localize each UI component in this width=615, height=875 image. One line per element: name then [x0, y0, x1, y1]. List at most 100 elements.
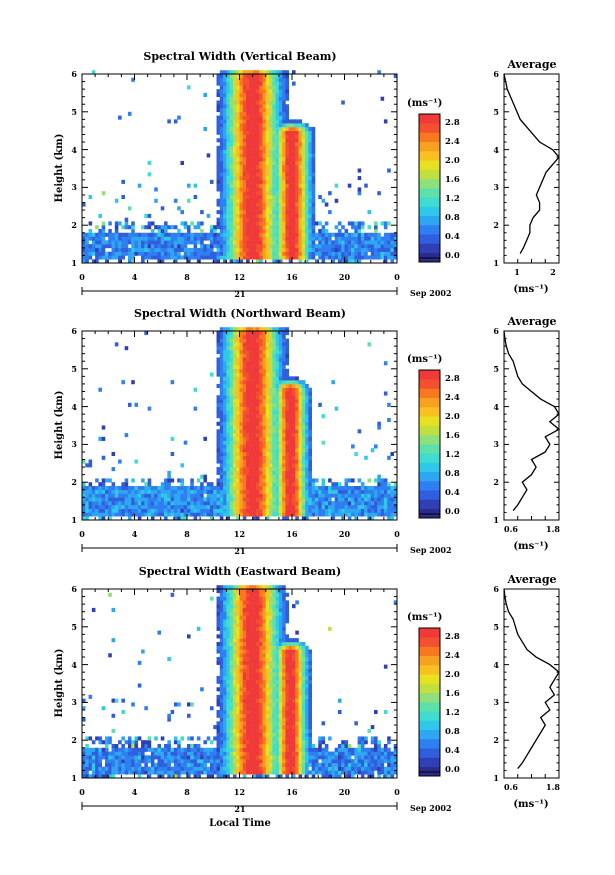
heatmap-cell: [85, 236, 89, 241]
heatmap-cell: [298, 134, 303, 139]
heatmap-cell: [265, 444, 270, 449]
heatmap-cell: [88, 194, 93, 200]
heatmap-cell: [354, 493, 358, 498]
heatmap-cell: [278, 206, 283, 211]
heatmap-cell: [157, 225, 162, 230]
heatmap-cell: [246, 338, 250, 343]
heatmap-cell: [223, 365, 227, 370]
heatmap-cell: [292, 179, 296, 184]
heatmap-cell: [262, 115, 267, 120]
heatmap-cell: [380, 255, 385, 260]
heatmap-cell: [249, 482, 253, 487]
heatmap-cell: [216, 176, 221, 181]
heatmap-cell: [98, 512, 102, 517]
heatmap-cell: [219, 668, 224, 673]
heatmap-cell: [265, 172, 270, 177]
heatmap-cell: [229, 176, 234, 181]
heatmap-cell: [282, 183, 286, 188]
heatmap-cell: [292, 228, 296, 234]
heatmap-cell: [236, 504, 240, 509]
heatmap-cell: [216, 623, 221, 628]
heatmap-cell: [141, 489, 145, 494]
heatmap-cell: [200, 228, 204, 234]
heatmap-cell: [226, 497, 230, 502]
heatmap-cell: [236, 448, 240, 453]
heatmap-cell: [124, 747, 129, 752]
heatmap-cell: [134, 743, 139, 749]
heatmap-cell: [170, 247, 175, 252]
colorbar-swatch: [419, 151, 440, 161]
heatmap-cell: [285, 149, 290, 154]
heatmap-cell: [190, 770, 194, 775]
heatmap-cell: [255, 482, 260, 487]
heatmap-cell: [167, 225, 171, 230]
heatmap-cell: [242, 504, 247, 509]
heatmap-cell: [262, 444, 267, 449]
heatmap-cell: [216, 421, 221, 426]
heatmap-cell: [219, 751, 224, 756]
colorbar-tick: 0.4: [445, 488, 460, 498]
heatmap-cell: [249, 115, 253, 120]
heatmap-cell: [282, 157, 286, 162]
heatmap-cell: [242, 123, 247, 128]
heatmap-cell: [216, 372, 221, 377]
heatmap-cell: [219, 732, 224, 737]
colorbar-swatch: [419, 453, 440, 463]
heatmap-cell: [265, 436, 270, 441]
heatmap-cell: [377, 508, 381, 513]
heatmap-cell: [101, 770, 106, 775]
heatmap-cell: [262, 482, 267, 487]
heatmap-cell: [239, 425, 244, 430]
heatmap-cell: [288, 153, 293, 158]
heatmap-cell: [282, 455, 286, 460]
heatmap-cell: [236, 482, 240, 487]
heatmap-cell: [334, 232, 339, 237]
heatmap-cell: [255, 425, 260, 430]
heatmap-cell: [203, 747, 207, 752]
heatmap-cell: [288, 172, 293, 177]
heatmap-cell: [160, 232, 165, 237]
heatmap-cell: [360, 225, 365, 230]
heatmap-cell: [298, 421, 303, 426]
heatmap-cell: [282, 134, 286, 139]
heatmap-cell: [246, 187, 250, 192]
heatmap-cell: [305, 251, 309, 256]
heatmap-cell: [259, 444, 263, 449]
heatmap-cell: [85, 736, 89, 741]
date-day: 21: [234, 546, 245, 556]
heatmap-cell: [249, 478, 253, 483]
heatmap-cell: [226, 225, 230, 230]
heatmap-cell: [305, 217, 309, 222]
heatmap-cell: [167, 755, 171, 760]
heatmap-cell: [124, 217, 129, 222]
heatmap-cell: [118, 232, 122, 237]
heatmap-cell: [131, 501, 135, 506]
heatmap-cell: [337, 244, 342, 249]
heatmap-cell: [292, 168, 296, 173]
heatmap-cell: [269, 365, 273, 370]
heatmap-cell: [301, 191, 306, 196]
heatmap-cell: [265, 70, 270, 75]
heatmap-cell: [285, 508, 290, 513]
heatmap-cell: [255, 455, 260, 460]
heatmap-cell: [232, 433, 237, 438]
heatmap-cell: [265, 149, 270, 154]
heatmap-cell: [295, 391, 299, 396]
heatmap-cell: [305, 467, 309, 472]
heatmap-cell: [124, 751, 129, 756]
heatmap-cell: [278, 440, 283, 445]
heatmap-cell: [288, 433, 293, 438]
heatmap-cell: [209, 244, 214, 249]
heatmap-cell: [200, 759, 204, 764]
heatmap-cell: [223, 342, 227, 347]
heatmap-cell: [144, 482, 148, 487]
heatmap-cell: [114, 493, 119, 498]
colorbar-swatch: [419, 481, 440, 491]
heatmap-cell: [219, 100, 224, 105]
heatmap-cell: [265, 346, 270, 351]
colorbar-swatch: [419, 215, 440, 226]
heatmap-cell: [200, 221, 204, 226]
heatmap-cell: [219, 657, 224, 662]
heatmap-cell: [305, 228, 309, 234]
heatmap-cell: [272, 74, 276, 79]
